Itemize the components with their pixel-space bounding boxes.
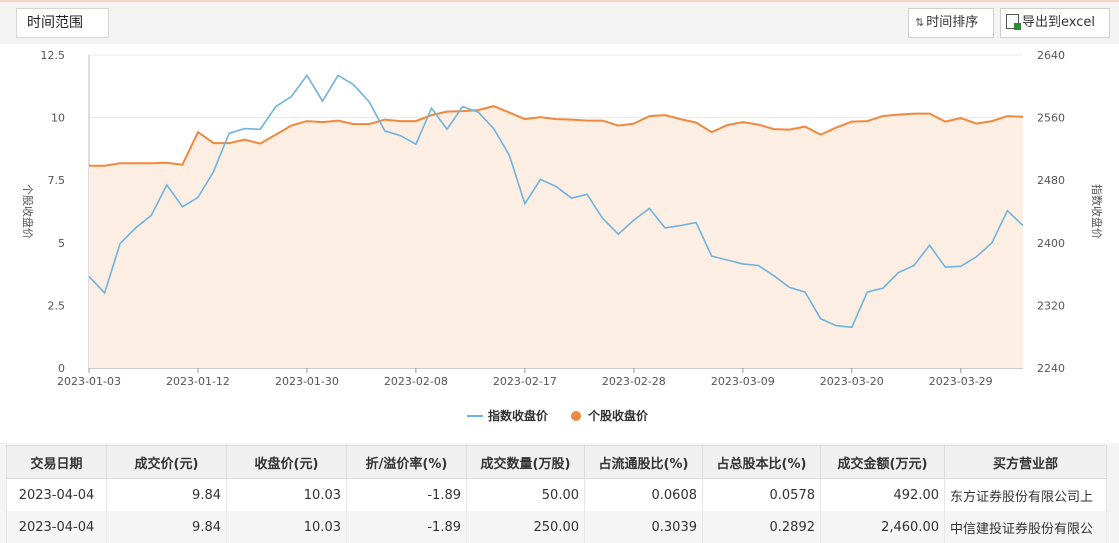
table-cell: 10.03 [227,479,347,512]
y-left-axis-title: 个股收盘价 [21,184,35,239]
chart-panel: 0 2240 2.5 2320 5 2400 7.5 2480 10 2560 12.5 2640 20… [0,44,1119,443]
column-header: 交易日期 [7,446,107,479]
legend-swatch-stock [571,411,581,421]
column-header: 占总股本比(%) [703,446,821,479]
legend-label-index: 指数收盘价 [488,408,549,423]
stock-area-fill [89,106,1023,368]
y-right-tick-label: 2400 [1037,237,1065,250]
table-cell: 250.00 [467,511,585,543]
export-excel-label: 导出到excel [1022,15,1095,30]
table-cell: 50.00 [467,479,585,512]
column-header: 成交数量(万股) [467,446,585,479]
table-cell: -1.89 [347,511,467,543]
table-cell: 10.03 [227,511,347,543]
x-tick-label: 2023-03-09 [711,375,775,388]
table-cell: 2023-04-04 [7,479,107,512]
legend-label-stock: 个股收盘价 [587,408,649,423]
price-chart: 0 2240 2.5 2320 5 2400 7.5 2480 10 2560 12.5 2640 20… [0,44,1119,443]
sort-arrows-icon: ⇅ [915,16,924,29]
y-left-tick-label: 10 [51,112,65,125]
y-left-tick-label: 2.5 [48,299,66,312]
y-right-tick-label: 2240 [1037,362,1065,375]
table-cell: 0.2892 [703,511,821,543]
column-header: 折/溢价率(%) [347,446,467,479]
table-cell: 中信建投证券股份有限公 [945,511,1107,543]
time-sort-button[interactable]: ⇅时间排序 [908,8,994,38]
table-cell: 0.3039 [585,511,703,543]
table-cell: 9.84 [107,511,227,543]
x-tick-label: 2023-01-03 [57,375,121,388]
y-left-tick-label: 12.5 [41,49,66,62]
x-tick-label: 2023-01-30 [275,375,339,388]
y-right-tick-label: 2320 [1037,299,1065,312]
x-tick-label: 2023-01-12 [166,375,230,388]
column-header: 买方营业部 [945,446,1107,479]
table-cell: 9.84 [107,479,227,512]
table-cell: 2,460.00 [821,511,945,543]
table-cell: 0.0578 [703,479,821,512]
x-tick-label: 2023-02-28 [602,375,666,388]
y-right-tick-label: 2560 [1037,112,1065,125]
y-left-tick-label: 0 [58,362,65,375]
export-excel-button[interactable]: 导出到excel [1000,8,1110,38]
excel-icon [1006,14,1019,29]
table-header-row: 交易日期成交价(元)收盘价(元)折/溢价率(%)成交数量(万股)占流通股比(%)… [7,446,1107,479]
y-right-tick-label: 2640 [1037,49,1065,62]
x-tick-label: 2023-03-29 [929,375,993,388]
y-right-axis-title: 指数收盘价 [1090,184,1104,239]
x-tick-label: 2023-03-20 [820,375,884,388]
table-cell: -1.89 [347,479,467,512]
y-left-tick-label: 5 [58,237,65,250]
table-cell: 0.0608 [585,479,703,512]
column-header: 收盘价(元) [227,446,347,479]
y-right-tick-label: 2480 [1037,174,1065,187]
column-header: 占流通股比(%) [585,446,703,479]
x-tick-label: 2023-02-08 [384,375,448,388]
table-cell: 492.00 [821,479,945,512]
column-header: 成交金额(万元) [821,446,945,479]
toolbar: 时间范围 ⇅时间排序 导出到excel [0,2,1119,44]
time-sort-label: 时间排序 [926,15,978,30]
block-trade-table: 交易日期成交价(元)收盘价(元)折/溢价率(%)成交数量(万股)占流通股比(%)… [6,445,1107,543]
table-cell: 东方证券股份有限公司上 [945,479,1107,512]
x-tick-label: 2023-02-17 [493,375,557,388]
y-left-tick-label: 7.5 [48,174,66,187]
table-cell: 2023-04-04 [7,511,107,543]
time-range-dropdown[interactable]: 时间范围 [16,8,109,38]
column-header: 成交价(元) [107,446,227,479]
